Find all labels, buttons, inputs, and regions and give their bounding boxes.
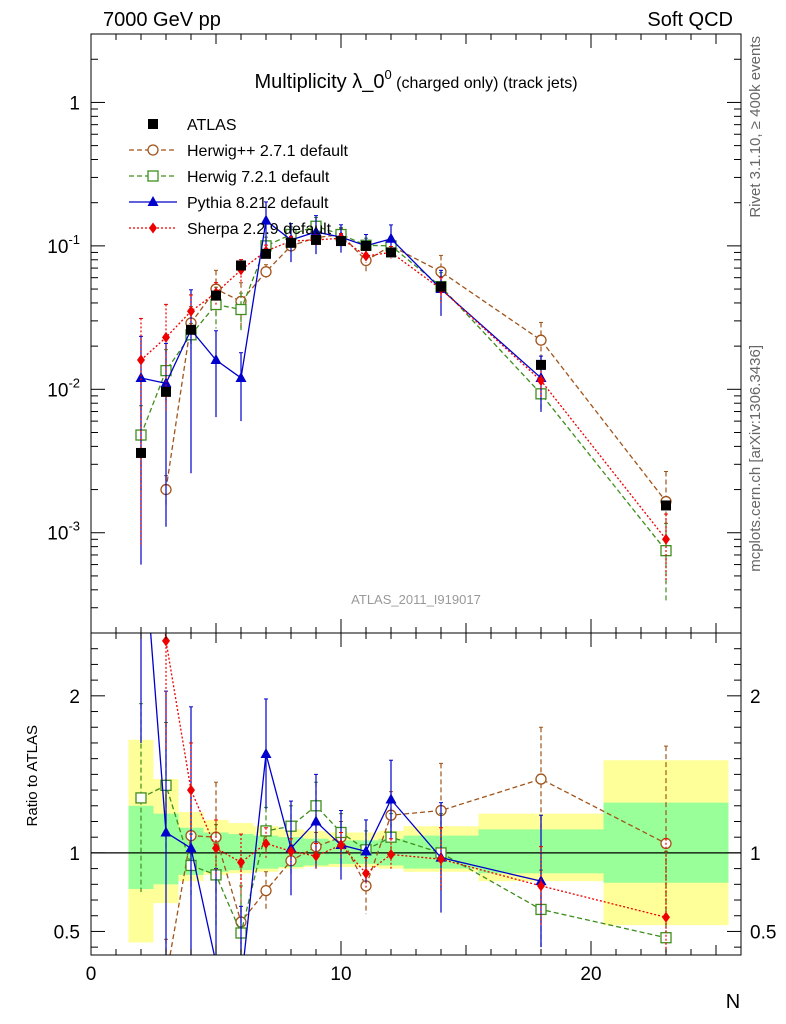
title-main: Multiplicity λ_0 (254, 71, 384, 93)
data-point-atlas (436, 281, 446, 292)
point-pythia8 (135, 371, 147, 382)
legend-marker (147, 144, 159, 156)
ratio-line-sherpa (164, 633, 667, 918)
ratio-point-sherpa (662, 911, 670, 923)
data-point-atlas (311, 234, 321, 245)
x-axis-label: N (726, 991, 740, 1013)
point-pythia8 (210, 354, 222, 365)
ratio-point-sherpa (362, 867, 370, 879)
ratio-point-pythia8 (310, 815, 322, 826)
ratio-point-sherpa (537, 880, 545, 892)
ratio-point-pythia8 (160, 826, 172, 837)
point-herwigpp (260, 266, 272, 278)
main-panel: 10-3 10-2 10-1 1 Multiplicity λ_00 (charged… (47, 33, 742, 634)
point-pythia8 (310, 225, 322, 236)
data-point-atlas (136, 447, 146, 458)
legend: ATLAS Herwig++ 2.7.1 default Herwig 7.2.1 … (129, 117, 349, 238)
main-y-tick-label: 10-1 (47, 232, 80, 258)
main-y-tick-label: 10-3 (47, 519, 80, 545)
ratio-line-pythia8 (150, 633, 542, 955)
point-sherpa (187, 305, 195, 317)
point-pythia8 (160, 377, 172, 388)
x-tick-label: 0 (86, 964, 97, 985)
rivet-label: Rivet 3.1.10, ≥ 400k events (747, 36, 764, 218)
legend-marker (149, 222, 157, 234)
x-tick-label: 20 (580, 964, 601, 985)
series-line-sherpa (140, 237, 667, 540)
category-label: Soft QCD (647, 9, 733, 31)
ratio-point-pythia8 (260, 747, 272, 758)
ratio-point-pythia8 (360, 845, 372, 856)
legend-label: Herwig++ 2.7.1 default (187, 143, 349, 160)
data-point-atlas (236, 260, 246, 271)
legend-marker (147, 196, 159, 206)
x-tick-label: 10 (330, 964, 351, 985)
ratio-y-tick-label: 1 (69, 844, 80, 865)
ratio-point-herwigpp (260, 884, 272, 897)
data-point-atlas (261, 248, 271, 259)
legend-label: Herwig 7.2.1 default (187, 169, 330, 186)
ratio-panel: 0 10 20 0.5 0.5 1 1 2 2 Ratio to ATLAS (24, 632, 776, 989)
point-sherpa (362, 250, 370, 262)
ratio-point-sherpa (387, 848, 395, 860)
ratio-y-tick-label: 2 (69, 687, 80, 708)
point-herwigpp (535, 334, 547, 346)
point-sherpa (662, 533, 670, 545)
data-point-atlas (361, 240, 371, 251)
point-pythia8 (385, 232, 397, 243)
ratio-point-pythia8 (185, 842, 197, 853)
ratio-point-sherpa (312, 850, 320, 862)
ratio-point-sherpa (162, 635, 170, 647)
energy-label: 7000 GeV pp (103, 9, 221, 31)
ratio-point-sherpa (187, 784, 195, 796)
ratio-y-tick-label: 0.5 (54, 922, 80, 943)
point-pythia8 (260, 214, 272, 225)
ratio-point-sherpa (237, 856, 245, 868)
point-sherpa (137, 354, 145, 366)
ratio-point-pythia8 (236, 979, 247, 989)
source-label: mcplots.cern.ch [arXiv:1306.3436] (747, 345, 764, 572)
ratio-point-herwigpp (535, 773, 547, 785)
ratio-point-pythia8 (211, 957, 222, 967)
ratio-point-herwigpp (161, 974, 171, 984)
main-y-tick-label: 10-2 (47, 375, 80, 401)
ratio-point-herwig7 (135, 792, 147, 804)
ratio-y-tick-label-right: 1 (750, 844, 761, 865)
ratio-point-sherpa (262, 837, 270, 849)
ratio-point-sherpa (337, 839, 345, 851)
legend-marker (147, 170, 159, 182)
ratio-point-herwig7 (660, 932, 672, 944)
point-herwig7 (235, 303, 247, 316)
point-sherpa (162, 331, 170, 343)
data-point-atlas (286, 237, 296, 248)
data-point-atlas (536, 359, 546, 370)
ratio-point-sherpa (437, 853, 445, 865)
legend-label: Pythia 8.212 default (187, 195, 329, 212)
legend-label: Sherpa 2.2.9 default (187, 221, 332, 238)
point-sherpa (537, 375, 545, 387)
ratio-point-pythia8 (385, 793, 397, 804)
data-point-atlas (386, 247, 396, 258)
title-suffix: (charged only) (track jets) (392, 75, 578, 92)
data-point-atlas (661, 500, 671, 511)
analysis-id: ATLAS_2011_I919017 (351, 592, 481, 607)
ratio-y-tick-label-right: 2 (750, 687, 761, 708)
title-superscript: 0 (384, 67, 391, 82)
point-pythia8 (235, 371, 247, 382)
ratio-point-sherpa (212, 842, 220, 854)
legend-marker (148, 119, 158, 129)
data-point-atlas (211, 290, 221, 301)
chart-title: Multiplicity λ_00 (charged only) (track … (254, 67, 577, 93)
legend-label: ATLAS (187, 117, 237, 134)
data-point-atlas (161, 386, 171, 397)
main-y-tick-label: 1 (69, 93, 80, 114)
series-line-herwig7 (140, 225, 667, 552)
data-point-atlas (336, 236, 346, 247)
ratio-point-sherpa (287, 845, 295, 857)
ratio-y-tick-label-right: 0.5 (750, 922, 776, 943)
ratio-y-label: Ratio to ATLAS (24, 725, 41, 826)
data-point-atlas (186, 324, 196, 335)
